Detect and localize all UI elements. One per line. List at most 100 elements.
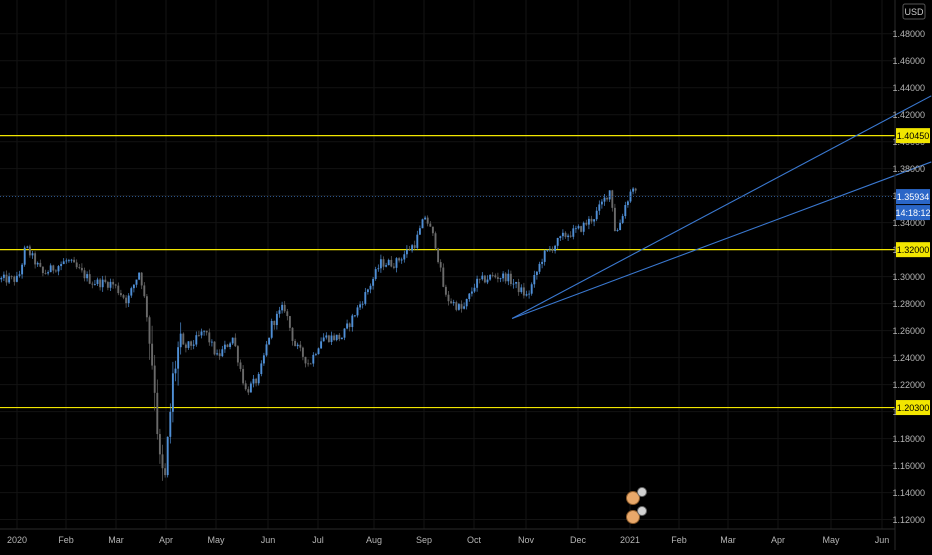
candle-body — [260, 363, 263, 375]
candle-body — [564, 232, 567, 238]
candle-body — [512, 283, 515, 285]
y-tick-label: 1.26000 — [892, 326, 925, 336]
x-tick-label: May — [822, 535, 840, 545]
candle-body — [457, 304, 460, 310]
x-tick-label: Oct — [467, 535, 482, 545]
candle-body — [483, 275, 486, 283]
candle-body — [632, 188, 635, 192]
candle-body — [356, 307, 359, 316]
candle-body — [218, 353, 221, 357]
candle-body — [504, 273, 507, 282]
level-price-badge — [896, 400, 930, 416]
candle-body — [255, 378, 258, 384]
candle-body — [411, 245, 414, 251]
candle-body — [197, 335, 200, 336]
candle-body — [223, 344, 226, 350]
candle-body — [299, 344, 302, 348]
candle-body — [444, 286, 447, 295]
last-price-label: 1.35934 — [897, 192, 930, 202]
candle-body — [517, 281, 520, 293]
candle-body — [613, 207, 616, 232]
candle-body — [533, 275, 536, 285]
y-tick-label: 1.28000 — [892, 299, 925, 309]
candle-body — [541, 261, 544, 264]
candle-body — [507, 273, 510, 282]
candle-body — [166, 436, 169, 476]
candle-body — [418, 228, 421, 235]
last-price-badge — [896, 189, 930, 205]
candle-body — [476, 278, 479, 288]
candle-body — [369, 285, 372, 290]
candle-body — [229, 343, 232, 347]
candle-body — [8, 276, 11, 283]
level-price-badge — [896, 128, 930, 144]
x-tick-label: Apr — [159, 535, 173, 545]
candle-body — [437, 248, 440, 263]
candle-body — [465, 299, 468, 307]
currency-label: USD — [904, 7, 924, 17]
candle-body — [366, 289, 369, 293]
candle-body — [62, 261, 65, 265]
candle-body — [83, 270, 86, 279]
candle-body — [200, 331, 203, 336]
candle-body — [491, 275, 494, 276]
news-event-icon[interactable] — [626, 487, 647, 505]
candle-body — [231, 337, 234, 344]
news-event-icon[interactable] — [626, 506, 647, 524]
candle-body — [28, 246, 31, 256]
candle-body — [65, 260, 68, 262]
candle-body — [624, 205, 627, 217]
y-tick-label: 1.38000 — [892, 164, 925, 174]
candle-body — [359, 304, 362, 308]
x-tick-label: Mar — [720, 535, 736, 545]
candle-body — [450, 301, 453, 304]
level-price-label: 1.20300 — [897, 403, 930, 413]
candle-body — [470, 291, 473, 294]
candle-body — [400, 259, 403, 261]
candle-body — [392, 266, 395, 268]
candle-body — [122, 295, 125, 298]
candle-body — [327, 335, 330, 342]
candle-body — [346, 323, 349, 329]
candle-body — [143, 285, 146, 297]
candle-body — [548, 248, 551, 250]
x-tick-label: Sep — [416, 535, 432, 545]
x-tick-label: 2021 — [620, 535, 640, 545]
candle-body — [226, 344, 229, 347]
candle-body — [509, 273, 512, 285]
candle-body — [10, 276, 13, 278]
candle-body — [153, 365, 156, 393]
currency-badge[interactable]: USD — [902, 3, 926, 20]
candle-body — [499, 278, 502, 280]
candle-body — [340, 337, 343, 340]
candle-body — [262, 355, 265, 364]
x-tick-label: 2020 — [7, 535, 27, 545]
candle-body — [634, 188, 637, 191]
candle-body — [177, 347, 180, 369]
candle-body — [195, 335, 198, 345]
x-axis-ticks: 2020 Feb Mar Apr May Jun Jul Aug Sep Oct Nov Dec 202… — [7, 535, 889, 545]
candle-body — [244, 383, 247, 390]
candle-body — [616, 230, 619, 232]
candle-body — [78, 267, 81, 269]
candle-body — [2, 274, 5, 278]
candle-body — [603, 197, 606, 202]
candle-body — [184, 344, 187, 348]
candle-body — [130, 288, 133, 296]
candle-body — [117, 285, 120, 294]
candle-body — [13, 276, 16, 282]
candle-body — [270, 320, 273, 338]
candle-body — [119, 293, 122, 296]
candle-body — [249, 383, 252, 393]
candle-body — [372, 278, 375, 286]
candle-body — [138, 272, 141, 280]
candle-body — [431, 226, 434, 234]
candle-body — [15, 275, 18, 282]
candle-body — [91, 283, 94, 285]
candle-body — [140, 272, 143, 286]
candle-body — [125, 297, 128, 304]
candle-body — [18, 274, 21, 276]
candle-body — [252, 378, 255, 384]
